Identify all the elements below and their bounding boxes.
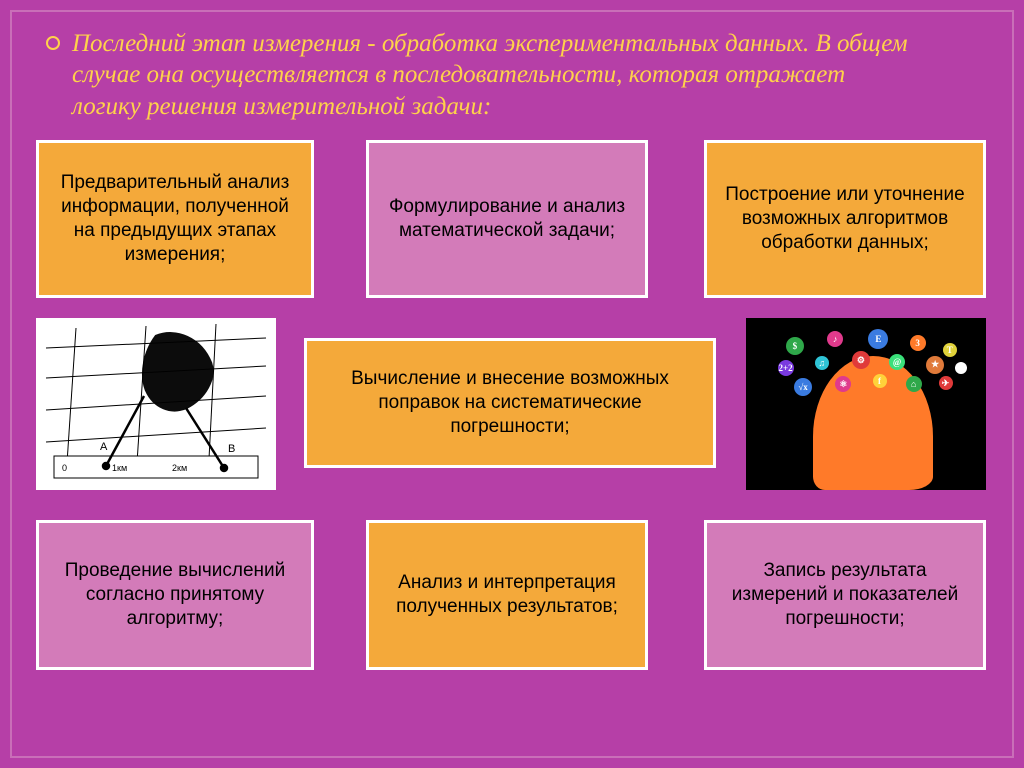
slide-title: Последний этап измерения - обработка экс… [72, 28, 914, 122]
card-calculations: Проведение вычислений согласно принятому… [36, 520, 314, 670]
card-formulation: Формулирование и анализ математической з… [366, 140, 648, 298]
svg-text:1км: 1км [112, 463, 127, 473]
bullet-icon [46, 36, 60, 50]
svg-text:B: B [228, 443, 235, 455]
slide: Последний этап измерения - обработка экс… [0, 0, 1024, 768]
compass-svg: 0 1км 2км A B [36, 318, 276, 490]
compass-drawing-illustration: 0 1км 2км A B [36, 318, 276, 490]
card-interpretation: Анализ и интерпретация полученных резуль… [366, 520, 648, 670]
card-text: Построение или уточнение возможных алгор… [719, 183, 971, 254]
card-corrections: Вычисление и внесение возможных поправок… [304, 338, 716, 468]
card-text: Вычисление и внесение возможных поправок… [319, 367, 701, 438]
card-record-result: Запись результата измерений и показателе… [704, 520, 986, 670]
card-text: Запись результата измерений и показателе… [719, 559, 971, 630]
svg-text:A: A [100, 441, 108, 453]
svg-text:0: 0 [62, 463, 67, 473]
card-algorithms: Построение или уточнение возможных алгор… [704, 140, 986, 298]
card-text: Формулирование и анализ математической з… [381, 195, 633, 243]
svg-text:2км: 2км [172, 463, 187, 473]
slide-header: Последний этап измерения - обработка экс… [36, 28, 988, 122]
card-preliminary-analysis: Предварительный анализ информации, получ… [36, 140, 314, 298]
card-text: Анализ и интерпретация полученных резуль… [381, 571, 633, 619]
cards-grid: Предварительный анализ информации, получ… [36, 140, 988, 685]
card-text: Предварительный анализ информации, получ… [51, 171, 299, 266]
card-text: Проведение вычислений согласно принятому… [51, 559, 299, 630]
brain-ideas-illustration: $♪E3T2+2♫⚙@★✶√x⚛f⌂✈ [746, 318, 986, 490]
